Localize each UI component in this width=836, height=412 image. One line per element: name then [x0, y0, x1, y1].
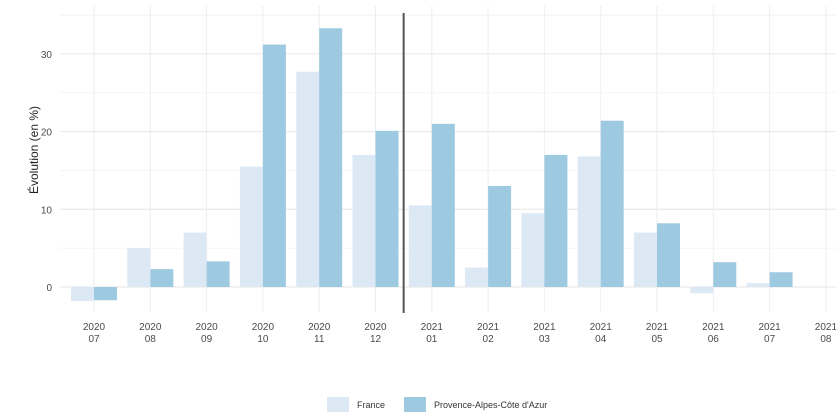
x-tick-label-year: 2020: [252, 322, 275, 333]
bar-france-2020-07: [71, 287, 94, 301]
bar-paca-2020-07: [94, 287, 117, 301]
x-tick-label-year: 2021: [590, 322, 613, 333]
x-tick-label-month: 01: [426, 334, 438, 345]
bar-paca-2020-12: [375, 130, 399, 287]
bar-paca-2020-11: [319, 28, 343, 287]
bar-france-2020-08: [127, 248, 151, 287]
x-tick-label-year: 2020: [308, 322, 331, 333]
bar-france-2021-03: [521, 213, 545, 287]
legend: France Provence-Alpes-Côte d'Azur: [327, 397, 547, 412]
x-tick-label-month: 10: [257, 334, 269, 345]
y-tick-label: 30: [41, 50, 53, 61]
bar-france-2020-10: [239, 166, 263, 287]
x-tick-label-month: 04: [595, 334, 607, 345]
bar-france-2021-04: [577, 156, 601, 287]
y-axis-ticks: 0 10 20 30: [41, 50, 53, 294]
bar-france-2020-12: [352, 154, 376, 287]
x-tick-label-month: 12: [370, 334, 382, 345]
x-tick-label-year: 2021: [815, 322, 836, 333]
x-tick-label-month: 11: [314, 334, 325, 345]
x-tick-label-year: 2021: [646, 322, 669, 333]
x-tick-label-year: 2021: [533, 322, 556, 333]
x-tick-label-month: 08: [145, 334, 157, 345]
x-tick-label-year: 2020: [139, 322, 162, 333]
legend-label-france: France: [357, 400, 385, 410]
y-tick-label: 0: [46, 283, 52, 294]
x-tick-label-year: 2021: [702, 322, 725, 333]
bar-france-2021-01: [408, 205, 432, 287]
x-tick-label-year: 2020: [364, 322, 387, 333]
bar-paca-2020-09: [206, 261, 230, 287]
legend-label-paca: Provence-Alpes-Côte d'Azur: [434, 400, 547, 410]
bar-paca-2021-01: [431, 123, 455, 287]
bars: [71, 28, 793, 301]
x-tick-label-month: 06: [708, 334, 720, 345]
x-axis-ticks: 2020072020082020092020102020112020122021…: [83, 322, 836, 345]
bar-france-2020-11: [296, 71, 320, 288]
x-tick-label-month: 03: [539, 334, 551, 345]
x-tick-label-month: 08: [820, 334, 832, 345]
bar-france-2021-07: [746, 283, 770, 287]
bar-paca-2021-06: [713, 262, 737, 287]
bar-paca-2021-05: [657, 223, 680, 287]
legend-swatch-france: [327, 397, 349, 412]
bar-paca-2021-07: [769, 272, 793, 287]
x-tick-label-month: 05: [651, 334, 663, 345]
bar-paca-2020-10: [262, 44, 286, 287]
y-tick-label: 20: [41, 128, 53, 139]
x-tick-label-month: 07: [88, 334, 100, 345]
bar-paca-2021-03: [544, 154, 568, 287]
y-tick-label: 10: [41, 205, 53, 216]
x-tick-label-month: 02: [483, 334, 495, 345]
bar-france-2020-09: [183, 232, 207, 287]
bar-paca-2021-02: [488, 185, 512, 287]
x-tick-label-year: 2020: [83, 322, 106, 333]
legend-swatch-paca: [404, 397, 426, 412]
bar-paca-2021-04: [600, 120, 624, 287]
bar-france-2021-02: [465, 267, 489, 287]
x-tick-label-year: 2021: [477, 322, 500, 333]
x-tick-label-month: 07: [764, 334, 776, 345]
x-tick-label-month: 09: [201, 334, 213, 345]
bar-paca-2020-08: [150, 269, 174, 287]
x-tick-label-year: 2021: [758, 322, 781, 333]
x-tick-label-year: 2020: [195, 322, 218, 333]
y-axis-label: Évolution (en %): [26, 106, 41, 194]
x-tick-label-year: 2021: [421, 322, 444, 333]
bar-france-2021-06: [690, 287, 714, 294]
bar-france-2021-05: [634, 232, 657, 287]
